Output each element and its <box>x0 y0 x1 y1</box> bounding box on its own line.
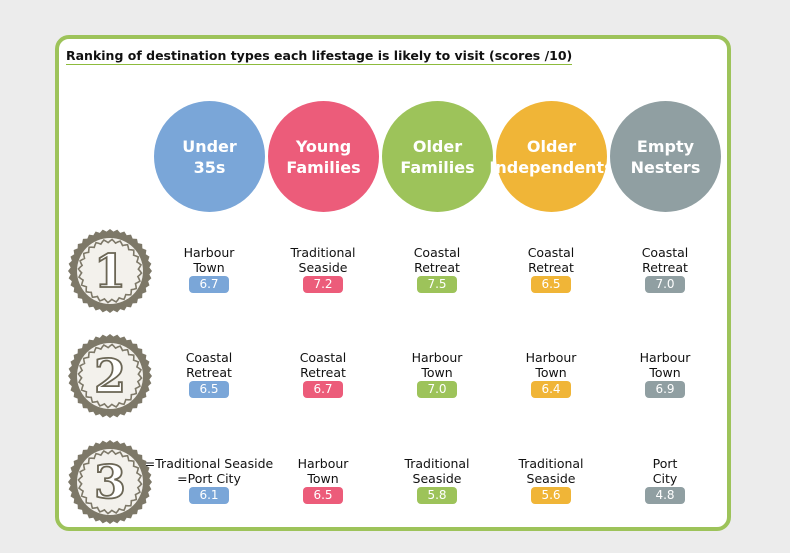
destination-name: Coastal Retreat <box>413 245 461 275</box>
lifestage-circle: Empty Nesters <box>610 101 721 212</box>
destination-cell: Port City 4.8 <box>595 456 735 504</box>
destination-cell: Harbour Town 6.9 <box>595 350 735 398</box>
destination-cell: Harbour Town 6.5 <box>253 456 393 504</box>
score-badge: 5.6 <box>531 487 571 504</box>
score-badge: 6.7 <box>189 276 229 293</box>
destination-cell: Coastal Retreat 6.5 <box>139 350 279 398</box>
lifestage-label: Young Families <box>286 136 361 177</box>
destination-cell: Coastal Retreat 6.5 <box>481 245 621 293</box>
score-badge: 5.8 <box>417 487 457 504</box>
destination-cell: Harbour Town 7.0 <box>367 350 507 398</box>
destination-cell: Harbour Town 6.7 <box>139 245 279 293</box>
lifestage-label: Older Families <box>400 136 475 177</box>
rank-number: 2 <box>94 349 126 403</box>
score-badge: 4.8 <box>645 487 685 504</box>
lifestage-label: Older Independents <box>489 136 614 177</box>
score-badge: 7.2 <box>303 276 343 293</box>
rank-badge: 1 <box>68 229 152 313</box>
rank-medal-icon: 1 <box>68 229 152 313</box>
score-badge: 7.0 <box>645 276 685 293</box>
lifestage-label: Under 35s <box>182 136 237 177</box>
lifestage-circle: Older Independents <box>489 101 614 212</box>
chart-frame <box>55 35 731 531</box>
rank-badge: 2 <box>68 334 152 418</box>
destination-name: Harbour Town <box>525 350 577 380</box>
destination-cell: =Traditional Seaside =Port City 6.1 <box>139 456 279 504</box>
score-badge: 6.1 <box>189 487 229 504</box>
destination-name: Harbour Town <box>183 245 235 275</box>
score-badge: 7.5 <box>417 276 457 293</box>
destination-cell: Coastal Retreat 7.5 <box>367 245 507 293</box>
rank-number: 3 <box>94 455 126 509</box>
destination-name: Harbour Town <box>639 350 691 380</box>
destination-name: Traditional Seaside <box>404 456 470 486</box>
destination-cell: Traditional Seaside 7.2 <box>253 245 393 293</box>
score-badge: 6.9 <box>645 381 685 398</box>
rank-medal-icon: 3 <box>68 440 152 524</box>
rank-number: 1 <box>94 244 126 298</box>
destination-name: Harbour Town <box>411 350 463 380</box>
destination-cell: Traditional Seaside 5.8 <box>367 456 507 504</box>
destination-name: Coastal Retreat <box>185 350 233 380</box>
destination-cell: Harbour Town 6.4 <box>481 350 621 398</box>
lifestage-circle: Young Families <box>268 101 379 212</box>
destination-cell: Coastal Retreat 6.7 <box>253 350 393 398</box>
score-badge: 7.0 <box>417 381 457 398</box>
lifestage-circle: Under 35s <box>154 101 265 212</box>
destination-name: Traditional Seaside <box>290 245 356 275</box>
destination-name: Harbour Town <box>297 456 349 486</box>
destination-name: Coastal Retreat <box>527 245 575 275</box>
score-badge: 6.5 <box>303 487 343 504</box>
lifestage-circle: Older Families <box>382 101 493 212</box>
destination-cell: Coastal Retreat 7.0 <box>595 245 735 293</box>
score-badge: 6.5 <box>189 381 229 398</box>
lifestage-label: Empty Nesters <box>630 136 701 177</box>
chart-title: Ranking of destination types each lifest… <box>66 48 573 65</box>
destination-name: Coastal Retreat <box>299 350 347 380</box>
rank-badge: 3 <box>68 440 152 524</box>
destination-name: Coastal Retreat <box>641 245 689 275</box>
score-badge: 6.5 <box>531 276 571 293</box>
destination-cell: Traditional Seaside 5.6 <box>481 456 621 504</box>
destination-name: Port City <box>652 456 678 486</box>
destination-name: Traditional Seaside <box>518 456 584 486</box>
score-badge: 6.4 <box>531 381 571 398</box>
score-badge: 6.7 <box>303 381 343 398</box>
destination-name: =Traditional Seaside =Port City <box>144 456 274 486</box>
rank-medal-icon: 2 <box>68 334 152 418</box>
